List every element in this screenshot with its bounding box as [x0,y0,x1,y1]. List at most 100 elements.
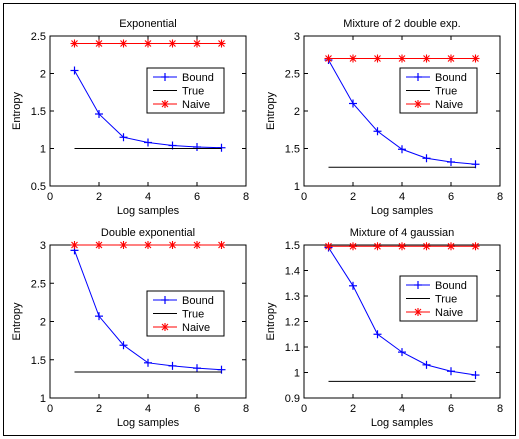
data-point [349,99,357,108]
y-axis-label: Entropy [265,92,277,130]
legend-label: Bound [182,72,214,84]
data-point [217,39,226,48]
legend-label: True [435,86,457,98]
y-tick-label: 2.5 [31,278,46,290]
legend-label: Naive [435,307,463,319]
x-axis-label: Log samples [371,417,434,429]
data-point [144,138,152,147]
x-tick-label: 2 [350,191,356,203]
data-point [398,54,406,63]
data-point [144,241,152,249]
y-tick-label: 1.2 [285,317,300,329]
y-tick-label: 1.5 [31,355,46,367]
data-point [193,39,201,48]
data-point [70,39,79,48]
data-point [373,242,382,251]
x-tick-label: 6 [194,191,200,203]
y-tick-label: 1 [294,368,300,380]
chart-title: Exponential [119,18,177,30]
legend-label: Bound [435,280,467,292]
y-tick-label: 3 [294,31,300,43]
x-tick-label: 4 [145,403,151,415]
legend-label: Bound [182,295,214,307]
y-tick-label: 1.3 [285,291,300,303]
data-point [95,110,103,118]
data-point [119,133,128,142]
data-point [471,54,480,63]
data-point [217,143,226,152]
x-tick-label: 2 [350,403,356,415]
y-tick-label: 0.5 [31,181,46,193]
y-axis-label: Entropy [265,302,277,340]
data-point [422,154,431,163]
y-tick-label: 1.5 [285,240,300,252]
data-point [119,341,128,350]
chart-title: Mixture of 2 double exp. [343,18,460,30]
data-point [414,100,422,108]
legend-label: Bound [435,72,467,84]
data-point [193,143,201,151]
data-point [95,39,103,48]
y-tick-label: 1 [294,181,300,193]
data-point [373,127,382,136]
legend-label: Naive [435,99,463,111]
x-axis-label: Log samples [117,417,180,429]
data-point [144,358,152,367]
y-tick-label: 1.5 [285,144,300,156]
data-point [447,367,455,376]
data-point [168,361,177,370]
data-point [398,145,406,154]
data-point [168,241,177,249]
data-point [95,312,103,321]
x-tick-label: 8 [243,403,249,415]
data-point [349,281,357,290]
y-tick-label: 1.4 [285,266,300,278]
chart-panel: 0 2 4 6 8 0.5 1 1.5 2 2.5 Exponential Log samples En… [11,18,249,217]
x-tick-label: 0 [47,403,53,415]
y-tick-label: 3 [40,240,46,252]
legend-label: True [182,309,204,321]
y-tick-label: 2 [40,69,46,81]
x-tick-label: 6 [194,403,200,415]
chart-panel: 0 2 4 6 8 1 1.5 2 2.5 3 Double exponential Log samp… [11,227,249,429]
data-point [471,371,480,380]
data-point [168,39,177,48]
data-point [373,54,382,63]
y-axis-label: Entropy [11,302,23,340]
y-tick-label: 1 [40,144,46,156]
x-tick-label: 8 [243,191,249,203]
y-tick-label: 1.1 [285,342,300,354]
data-point [447,158,455,166]
data-point [349,54,357,63]
legend-label: Naive [182,322,210,334]
data-point [447,54,455,63]
x-tick-label: 6 [448,403,454,415]
data-point [193,241,201,249]
data-point [414,73,422,81]
data-point [349,242,357,251]
data-point [324,242,333,251]
data-point [373,330,382,339]
data-point [95,241,103,249]
data-point [161,100,169,108]
y-tick-label: 0.9 [285,393,300,405]
y-tick-label: 2 [40,317,46,329]
y-axis-label: Entropy [11,92,23,130]
data-point [161,323,169,331]
data-point [119,39,128,48]
data-point [70,241,79,249]
legend-label: True [182,86,204,98]
data-point [398,348,406,357]
data-point [161,73,169,81]
data-point [324,54,333,63]
x-axis-label: Log samples [117,205,180,217]
y-tick-label: 2.5 [31,31,46,43]
figure-border [3,3,516,436]
data-point [144,39,152,48]
data-point [70,66,79,75]
x-tick-label: 0 [301,403,307,415]
x-tick-label: 8 [497,403,503,415]
